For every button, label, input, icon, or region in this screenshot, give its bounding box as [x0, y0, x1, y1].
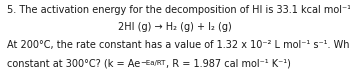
Text: 5. The activation energy for the decomposition of HI is 33.1 kcal mol⁻¹.: 5. The activation energy for the decompo…: [7, 5, 350, 15]
Text: constant at 300°C? (k = Ae: constant at 300°C? (k = Ae: [7, 59, 140, 69]
Text: , R = 1.987 cal mol⁻¹ K⁻¹): , R = 1.987 cal mol⁻¹ K⁻¹): [166, 59, 290, 69]
Text: −Ea/RT: −Ea/RT: [140, 59, 166, 66]
Text: 2HI (g) → H₂ (g) + I₂ (g): 2HI (g) → H₂ (g) + I₂ (g): [118, 22, 232, 32]
Text: At 200°C, the rate constant has a value of 1.32 x 10⁻² L mol⁻¹ s⁻¹. What is the : At 200°C, the rate constant has a value …: [7, 40, 350, 50]
